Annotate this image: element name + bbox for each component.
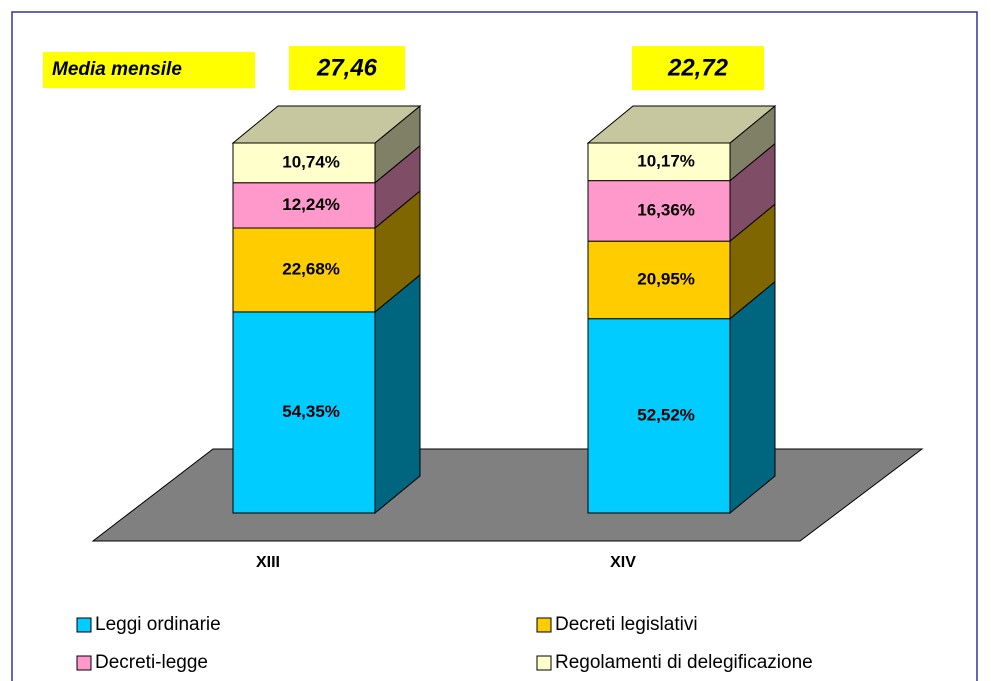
bar-segment xyxy=(587,180,731,242)
chart-frame xyxy=(11,11,978,681)
value-label: 52,52% xyxy=(637,405,695,424)
annotation-value: 22,72 xyxy=(667,54,729,81)
bar-segment xyxy=(232,182,376,229)
bar-segment xyxy=(587,142,731,182)
legend-swatch xyxy=(536,617,552,633)
value-label: 22,68% xyxy=(282,259,340,278)
floor xyxy=(91,448,924,542)
annotation-value: 27,46 xyxy=(316,54,378,81)
annotation-label: Media mensile xyxy=(52,59,182,80)
bar-side xyxy=(374,273,421,515)
legend-label: Decreti-legge xyxy=(95,652,208,673)
value-label: 10,74% xyxy=(282,152,340,171)
annotation-box xyxy=(43,52,255,88)
legend-swatch xyxy=(76,655,92,671)
value-label: 54,35% xyxy=(282,402,340,421)
annotation-box xyxy=(289,46,405,90)
value-label: 20,95% xyxy=(637,269,695,288)
value-label: 10,17% xyxy=(637,151,695,170)
x-tick-label: XIV xyxy=(610,554,636,571)
bar-segment xyxy=(587,318,731,514)
value-label: 12,24% xyxy=(282,195,340,214)
x-tick-label: XIII xyxy=(256,554,280,571)
bar-top xyxy=(586,105,777,144)
bar-side xyxy=(729,280,776,515)
annotation-box xyxy=(632,46,764,90)
legend-label: Regolamenti di delegificazione xyxy=(555,652,813,673)
bar-top xyxy=(231,105,422,144)
legend-swatch xyxy=(76,617,92,633)
legend-label: Decreti legislativi xyxy=(555,614,698,635)
bar-segment xyxy=(587,240,731,320)
legend-label: Leggi ordinarie xyxy=(95,614,221,635)
bar-segment xyxy=(232,311,376,514)
legend-swatch xyxy=(536,655,552,671)
value-label: 16,36% xyxy=(637,200,695,219)
